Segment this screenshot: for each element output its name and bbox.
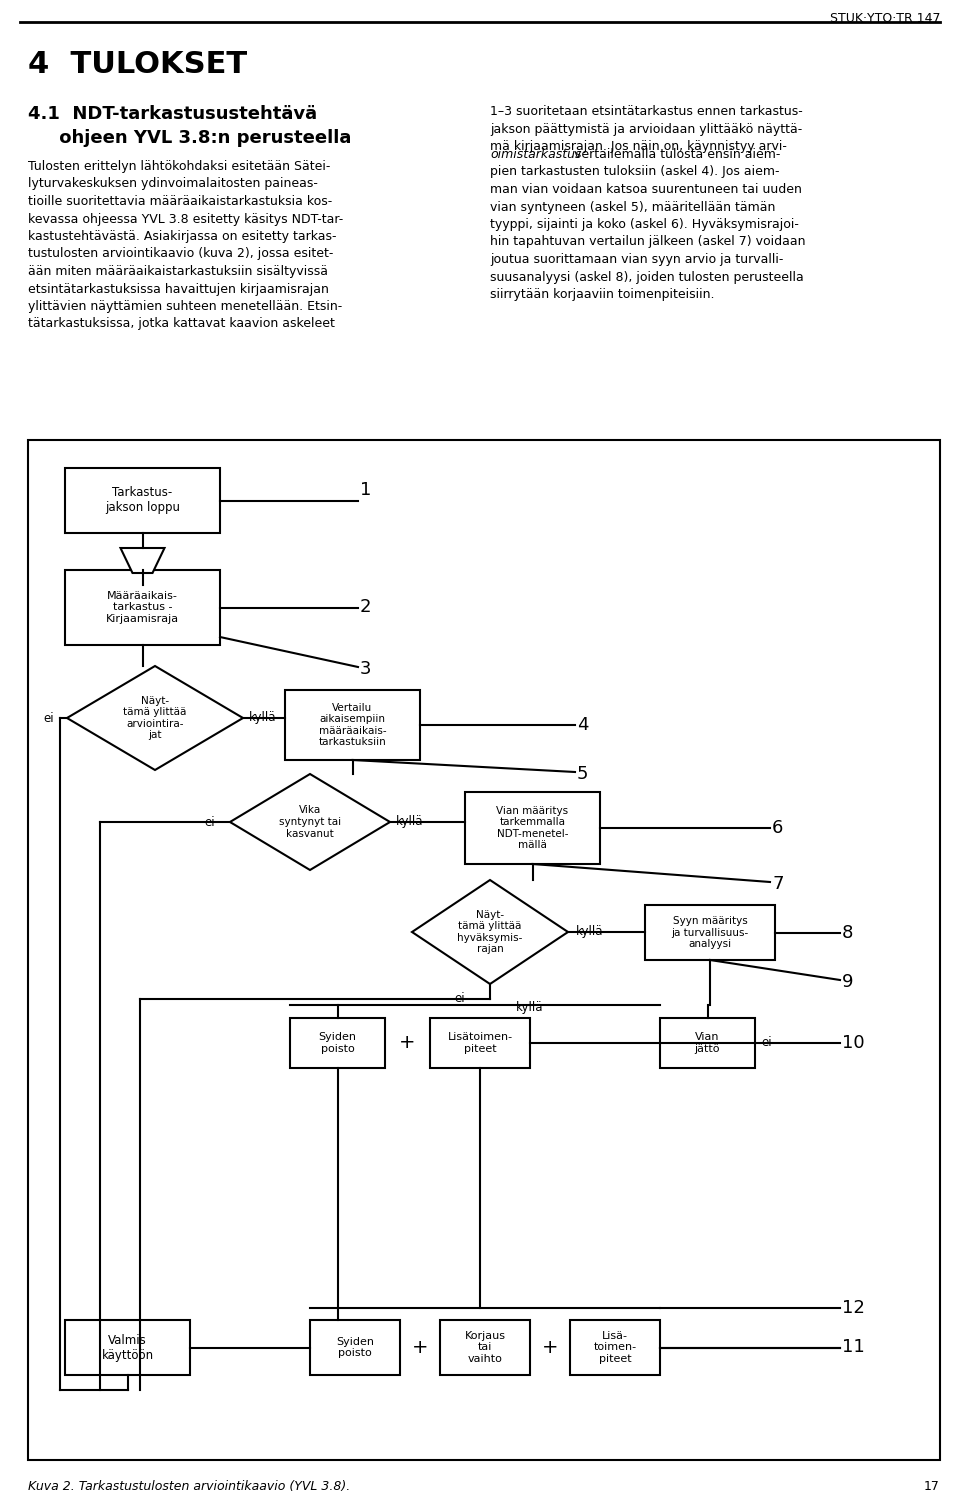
Text: STUK·YTO·TR 147: STUK·YTO·TR 147 (829, 12, 940, 26)
Text: ei: ei (204, 815, 215, 829)
Polygon shape (67, 666, 243, 770)
Text: Vian määritys
tarkemmalla
NDT-menetel-
mällä: Vian määritys tarkemmalla NDT-menetel- m… (496, 806, 568, 850)
FancyBboxPatch shape (440, 1320, 530, 1376)
Text: 3: 3 (360, 660, 372, 678)
Text: Määräaikais-
tarkastus -
Kirjaamisraja: Määräaikais- tarkastus - Kirjaamisraja (106, 590, 180, 624)
Text: Kuva 2. Tarkastustulosten arviointikaavio (YVL 3.8).: Kuva 2. Tarkastustulosten arviointikaavi… (28, 1480, 350, 1493)
Text: ei: ei (455, 992, 466, 1004)
FancyBboxPatch shape (465, 793, 600, 864)
Text: Syyn määritys
ja turvallisuus-
analyysi: Syyn määritys ja turvallisuus- analyysi (671, 917, 749, 950)
Text: 10: 10 (842, 1034, 865, 1052)
Text: kyllä: kyllä (576, 926, 604, 939)
Text: Tarkastus-
jakson loppu: Tarkastus- jakson loppu (105, 486, 180, 515)
Text: +: + (398, 1033, 416, 1052)
Text: 4.1  NDT-tarkastusustehtävä
     ohjeen YVL 3.8:n perusteella: 4.1 NDT-tarkastusustehtävä ohjeen YVL 3.… (28, 106, 351, 146)
FancyBboxPatch shape (65, 1320, 190, 1376)
Text: Näyt-
tämä ylittää
hyväksymis-
rajan: Näyt- tämä ylittää hyväksymis- rajan (457, 909, 522, 954)
Text: Lisätoimen-
piteet: Lisätoimen- piteet (447, 1033, 513, 1054)
Text: Valmis
käyttöön: Valmis käyttöön (102, 1333, 154, 1362)
Text: Lisä-
toimen-
piteet: Lisä- toimen- piteet (593, 1330, 636, 1364)
Polygon shape (121, 548, 164, 572)
FancyBboxPatch shape (65, 569, 220, 645)
Text: 7: 7 (772, 874, 783, 892)
Text: 12: 12 (842, 1299, 865, 1317)
Text: Syiden
poisto: Syiden poisto (319, 1033, 356, 1054)
Text: +: + (412, 1338, 428, 1357)
Text: Näyt-
tämä ylittää
arviointira-
jat: Näyt- tämä ylittää arviointira- jat (123, 696, 186, 740)
Text: 4: 4 (577, 716, 588, 734)
FancyBboxPatch shape (310, 1320, 400, 1376)
Text: Syiden
poisto: Syiden poisto (336, 1336, 374, 1359)
Text: oimistarkastus: oimistarkastus (490, 148, 582, 162)
Text: 4  TULOKSET: 4 TULOKSET (28, 50, 247, 79)
Text: Vika
syntynyt tai
kasvanut: Vika syntynyt tai kasvanut (279, 805, 341, 838)
Text: 5: 5 (577, 766, 588, 784)
FancyBboxPatch shape (285, 690, 420, 760)
Text: 11: 11 (842, 1338, 865, 1356)
Text: Vertailu
aikaisempiin
määräaikais-
tarkastuksiin: Vertailu aikaisempiin määräaikais- tarka… (319, 702, 386, 747)
Text: Tulosten erittelyn lähtökohdaksi esitetään Sätei-
lyturvakeskuksen ydinvoimalait: Tulosten erittelyn lähtökohdaksi esitetä… (28, 160, 344, 331)
Text: kyllä: kyllä (250, 711, 276, 725)
FancyBboxPatch shape (660, 1018, 755, 1068)
Text: 1: 1 (360, 482, 372, 498)
FancyBboxPatch shape (570, 1320, 660, 1376)
Polygon shape (230, 775, 390, 870)
Text: Vian
jättö: Vian jättö (695, 1033, 720, 1054)
FancyBboxPatch shape (290, 1018, 385, 1068)
FancyBboxPatch shape (430, 1018, 530, 1068)
Text: ei: ei (44, 711, 55, 725)
Text: 1–3 suoritetaan etsintätarkastus ennen tarkastus-
jakson päättymistä ja arvioida: 1–3 suoritetaan etsintätarkastus ennen t… (490, 106, 803, 153)
FancyBboxPatch shape (645, 904, 775, 960)
Text: 2: 2 (360, 598, 372, 616)
FancyBboxPatch shape (132, 572, 153, 584)
FancyBboxPatch shape (65, 468, 220, 533)
Text: vertailemalla tulosta ensin aiem-
pien tarkastusten tuloksiin (askel 4). Jos aie: vertailemalla tulosta ensin aiem- pien t… (490, 148, 805, 300)
Text: 17: 17 (924, 1480, 940, 1493)
Text: +: + (541, 1338, 559, 1357)
Text: 9: 9 (842, 972, 853, 991)
Text: 6: 6 (772, 818, 783, 837)
Text: ei: ei (761, 1036, 772, 1049)
Text: 8: 8 (842, 924, 853, 942)
Text: kyllä: kyllä (516, 1001, 543, 1015)
Text: kyllä: kyllä (396, 815, 423, 829)
Text: Korjaus
tai
vaihto: Korjaus tai vaihto (465, 1330, 506, 1364)
FancyBboxPatch shape (28, 439, 940, 1460)
Polygon shape (412, 880, 568, 985)
